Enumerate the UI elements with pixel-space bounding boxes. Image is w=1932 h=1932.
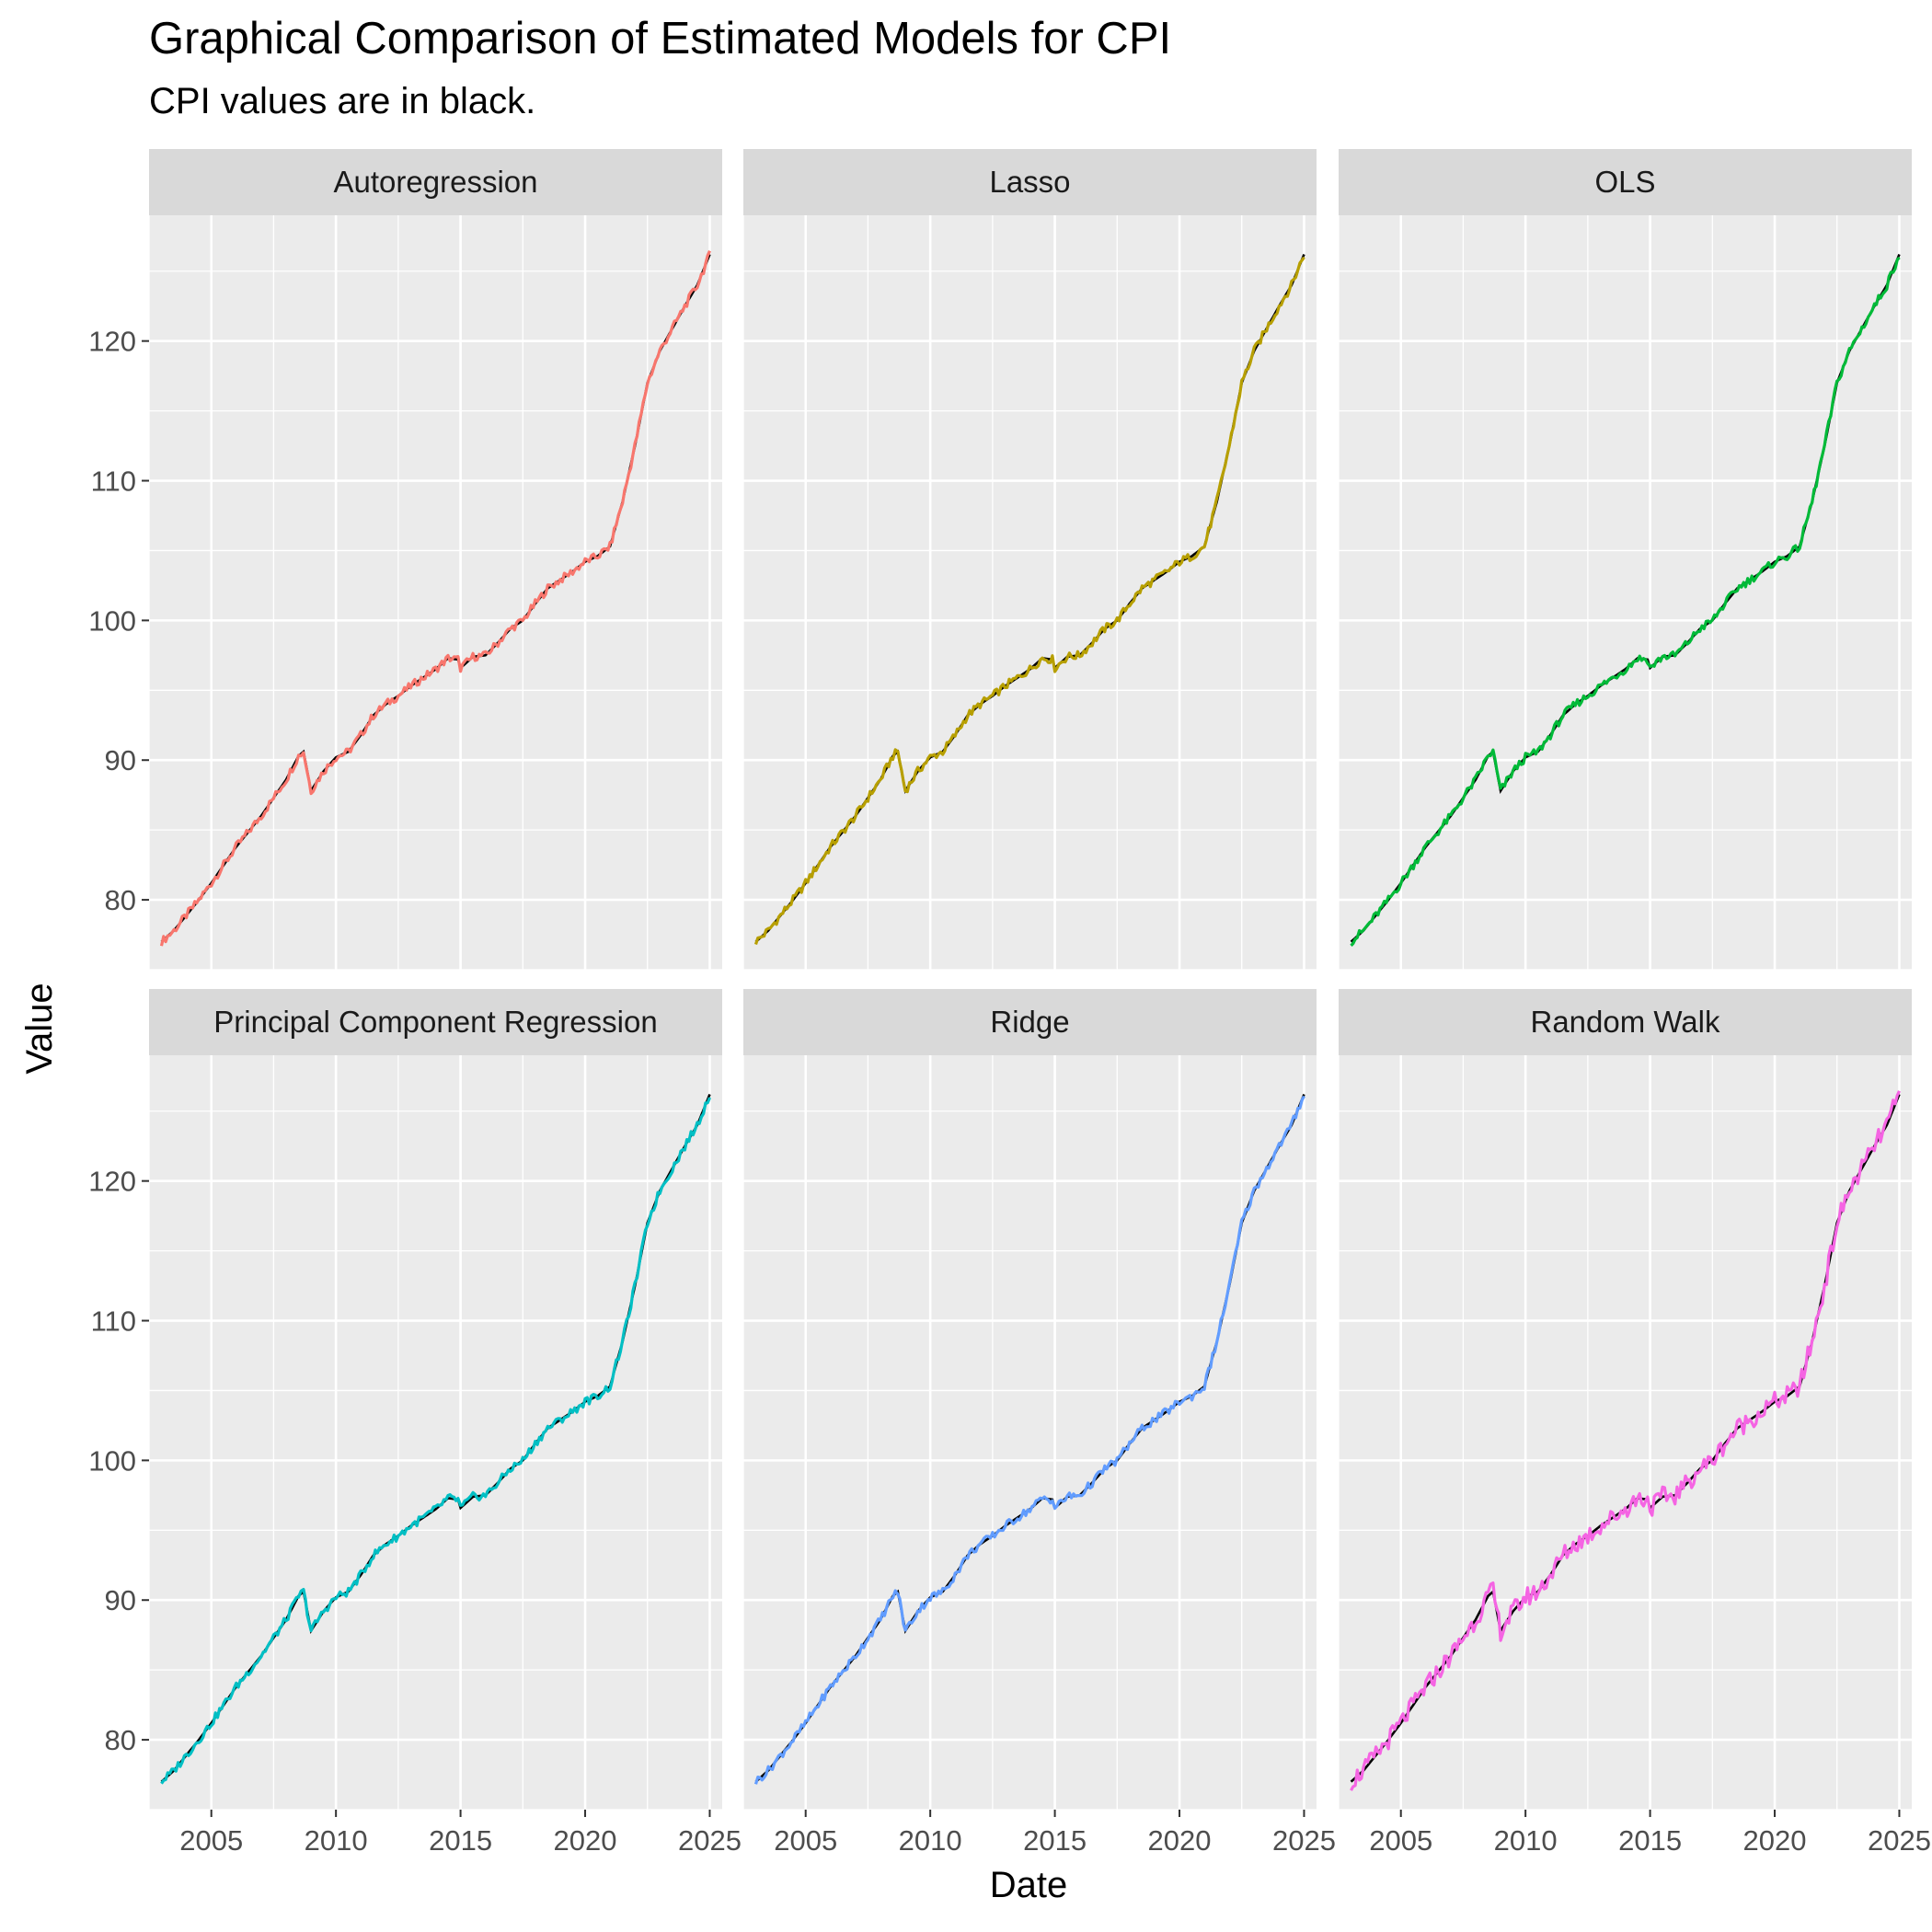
facet-strip <box>743 149 1317 215</box>
y-tick-label: 100 <box>88 604 136 637</box>
facet-strip <box>1339 149 1912 215</box>
model-series-line <box>160 1097 711 1785</box>
y-tick-label: 80 <box>105 884 136 916</box>
facet-panel: Autoregression 80 90 100 110 120 <box>88 149 722 971</box>
x-tick-label: 2005 <box>774 1824 837 1857</box>
plot-background <box>1339 1055 1912 1810</box>
x-tick-label: 2015 <box>1618 1824 1682 1857</box>
y-tick-label: 120 <box>88 326 136 358</box>
facet-strip-label: Random Walk <box>1530 1005 1720 1039</box>
x-tick-label: 2020 <box>554 1824 617 1857</box>
facet-strip <box>149 989 722 1055</box>
chart-title: Graphical Comparison of Estimated Models… <box>149 14 1172 63</box>
chart-subtitle: CPI values are in black. <box>149 81 536 121</box>
y-tick-label: 90 <box>105 1584 136 1616</box>
facet-strip <box>1339 989 1912 1055</box>
x-tick-label: 2020 <box>1743 1824 1807 1857</box>
plot-background <box>149 1055 722 1810</box>
x-tick-label: 2020 <box>1148 1824 1212 1857</box>
facet-strip-label: Ridge <box>990 1005 1069 1039</box>
y-tick-label: 90 <box>105 744 136 776</box>
facet-panel: OLS <box>1338 149 1912 971</box>
y-tick-label: 100 <box>88 1444 136 1477</box>
model-series-line <box>753 1095 1305 1785</box>
facet-strip <box>743 989 1317 1055</box>
facet-strip-label: OLS <box>1594 165 1655 199</box>
x-tick-label: 2025 <box>678 1824 742 1857</box>
x-tick-label: 2015 <box>1023 1824 1087 1857</box>
x-tick-label: 2010 <box>1494 1824 1558 1857</box>
facet-panel: Principal Component Regression 80 90 100 110… <box>88 989 742 1857</box>
x-tick-label: 2010 <box>899 1824 962 1857</box>
x-tick-label: 2005 <box>179 1824 243 1857</box>
model-series-line <box>753 256 1305 945</box>
model-series-line <box>1350 256 1901 948</box>
facet-panel: Random Walk 2005 2010 2015 2020 2025 <box>1338 989 1931 1857</box>
x-tick-label: 2025 <box>1272 1824 1336 1857</box>
model-series-line <box>1350 1090 1901 1791</box>
y-axis-title: Value <box>19 983 60 1074</box>
y-tick-label: 110 <box>91 1305 136 1338</box>
y-tick-label: 110 <box>91 466 136 498</box>
plot-background <box>743 215 1317 970</box>
plot-background <box>149 215 722 970</box>
x-tick-label: 2025 <box>1868 1824 1931 1857</box>
facet-strip-label: Autoregression <box>334 165 538 199</box>
model-series-line <box>159 250 711 947</box>
x-tick-label: 2005 <box>1369 1824 1432 1857</box>
facet-panel: Lasso <box>742 149 1317 971</box>
facet-strip-label: Lasso <box>989 165 1070 199</box>
x-axis-title: Date <box>990 1865 1068 1905</box>
x-tick-label: 2015 <box>429 1824 492 1857</box>
y-tick-label: 120 <box>88 1166 136 1198</box>
plot-background <box>1339 215 1912 970</box>
facet-strip <box>149 149 722 215</box>
x-tick-label: 2010 <box>305 1824 368 1857</box>
facet-panels: Autoregression 80 90 100 110 120 Lasso OLS Princ… <box>88 149 1931 1857</box>
facet-strip-label: Principal Component Regression <box>213 1005 657 1039</box>
plot-background <box>743 1055 1317 1810</box>
facet-panel: Ridge 2005 2010 2015 2020 2025 <box>742 989 1336 1857</box>
y-tick-label: 80 <box>105 1724 136 1756</box>
